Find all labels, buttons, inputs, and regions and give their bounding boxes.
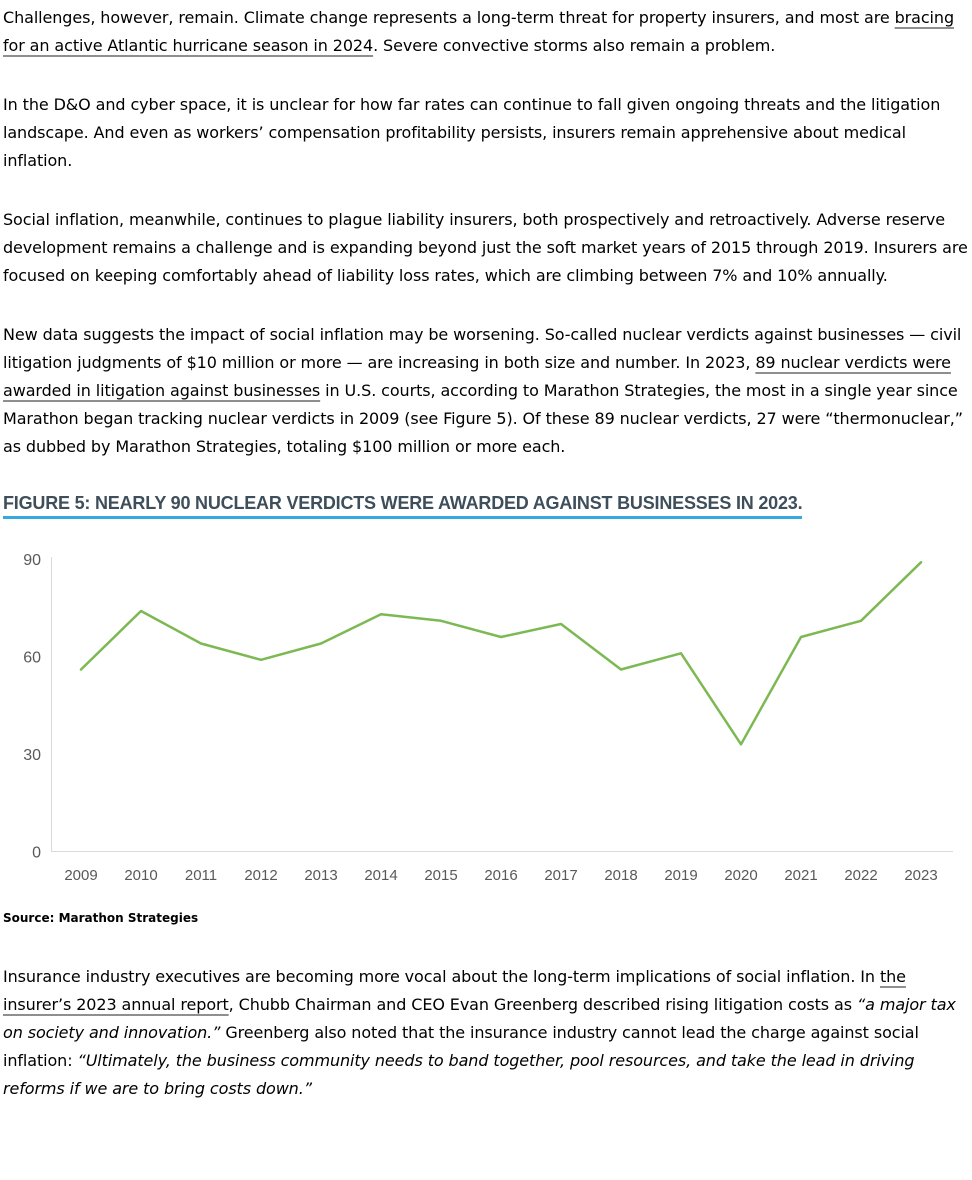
- x-axis-tick-label: 2016: [484, 867, 517, 884]
- paragraph-executives: Insurance industry executives are becomi…: [3, 963, 970, 1103]
- x-axis-tick-label: 2017: [544, 867, 577, 884]
- y-axis-tick-label: 90: [23, 552, 41, 569]
- paragraph-do-cyber: In the D&O and cyber space, it is unclea…: [3, 91, 970, 175]
- text-segment: , Chubb Chairman and CEO Evan Greenberg …: [228, 995, 857, 1014]
- text-segment: Challenges, however, remain. Climate cha…: [3, 8, 895, 27]
- paragraph-social-inflation: Social inflation, meanwhile, continues t…: [3, 206, 970, 290]
- x-axis-tick-label: 2021: [784, 867, 817, 884]
- x-axis-tick-label: 2014: [364, 867, 397, 884]
- text-segment: “a major tax on society and innovation.”: [3, 995, 956, 1042]
- text-segment: Insurance industry executives are becomi…: [3, 967, 880, 986]
- text-segment: Social inflation, meanwhile, continues t…: [3, 210, 968, 285]
- x-axis-tick-label: 2010: [124, 867, 157, 884]
- text-segment: “Ultimately, the business community need…: [3, 1051, 915, 1098]
- annual-report-link[interactable]: the insurer’s 2023 annual report: [3, 967, 906, 1014]
- verdicts-trend-line: [79, 561, 923, 746]
- x-axis-tick-label: 2015: [424, 867, 457, 884]
- text-segment: . Severe convective storms also remain a…: [373, 36, 776, 55]
- nuclear-verdicts-link[interactable]: 89 nuclear verdicts were awarded in liti…: [3, 353, 951, 400]
- text-segment: in U.S. courts, according to Marathon St…: [3, 381, 963, 456]
- paragraph-nuclear-verdicts: New data suggests the impact of social i…: [3, 321, 970, 461]
- x-axis-tick-label: 2020: [724, 867, 757, 884]
- paragraph-climate-challenges: Challenges, however, remain. Climate cha…: [3, 4, 970, 60]
- figure5-title-link[interactable]: FIGURE 5: NEARLY 90 NUCLEAR VERDICTS WER…: [3, 493, 803, 519]
- x-axis-tick-label: 2009: [64, 867, 97, 884]
- text-segment: New data suggests the impact of social i…: [3, 325, 962, 372]
- x-axis-tick-label: 2012: [244, 867, 277, 884]
- x-axis-tick-label: 2011: [185, 867, 217, 884]
- text-segment: Greenberg also noted that the insurance …: [3, 1023, 919, 1070]
- x-axis-tick-label: 2013: [304, 867, 337, 884]
- x-axis-tick-label: 2023: [904, 867, 937, 884]
- figure5-source: Source: Marathon Strategies: [3, 911, 199, 925]
- x-axis-tick-label: 2019: [664, 867, 697, 884]
- y-axis-tick-label: 30: [23, 747, 41, 764]
- text-segment: In the D&O and cyber space, it is unclea…: [3, 95, 941, 170]
- y-axis-tick-label: 0: [32, 845, 41, 862]
- figure5-line-chart: 0 30 60 90 2009 2010 2011 2012 2013 2014 2015 2016 2…: [23, 552, 953, 884]
- figure5-heading: FIGURE 5: NEARLY 90 NUCLEAR VERDICTS WER…: [3, 492, 970, 519]
- x-axis-tick-label: 2018: [604, 867, 637, 884]
- x-axis-tick-label: 2022: [844, 867, 877, 884]
- hurricane-season-link[interactable]: bracing for an active Atlantic hurricane…: [3, 8, 955, 55]
- y-axis-tick-label: 60: [23, 650, 41, 667]
